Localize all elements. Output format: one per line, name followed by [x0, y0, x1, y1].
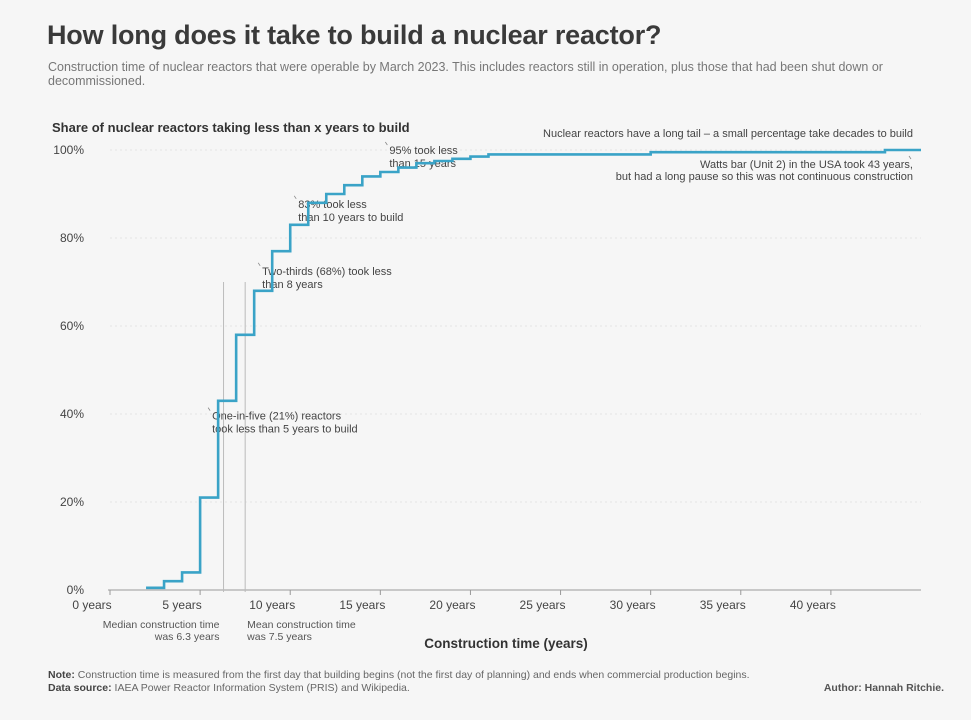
- annotation-a8: than 8 years: [262, 279, 323, 291]
- annotation-a10: than 10 years to build: [298, 212, 403, 224]
- source-label: Data source:: [48, 682, 112, 694]
- y-tick-label: 0%: [67, 583, 85, 597]
- reference-label-mean: Mean construction time: [247, 619, 356, 631]
- y-axis: 0% 20% 40% 60% 80% 100%: [53, 143, 921, 597]
- x-tick-label: 20 years: [429, 598, 475, 612]
- annotation-a15: 95% took less: [389, 145, 458, 157]
- x-axis: 0 years 5 years 10 years 15 years 20 years 25…: [72, 589, 921, 612]
- annotation-a5: One-in-five (21%) reactors: [212, 411, 341, 423]
- y-tick-label: 20%: [60, 495, 84, 509]
- chart-title: How long does it take to build a nuclear…: [47, 20, 662, 50]
- footer-note: Note: Construction time is measured from…: [48, 669, 750, 682]
- x-tick-label: 35 years: [700, 598, 746, 612]
- footer-source: Data source: IAEA Power Reactor Informat…: [48, 682, 750, 695]
- y-tick-label: 80%: [60, 231, 84, 245]
- reference-label-median: Median construction time: [103, 619, 220, 631]
- x-tick-label: 15 years: [339, 598, 385, 612]
- source-text: IAEA Power Reactor Information System (P…: [114, 682, 410, 694]
- y-tick-label: 40%: [60, 407, 84, 421]
- reference-label-median: was 6.3 years: [154, 631, 220, 643]
- annotation-awatts: Watts bar (Unit 2) in the USA took 43 ye…: [700, 159, 913, 171]
- annotation-pointer: [385, 141, 388, 146]
- note-label: Note:: [48, 669, 75, 681]
- annotation-pointer: [293, 195, 297, 200]
- author: Author: Hannah Ritchie.: [823, 682, 944, 694]
- annotation-pointer: [257, 262, 261, 267]
- series-line: [146, 148, 921, 590]
- annotation-pointer: [207, 407, 211, 411]
- chart-subtitle: Construction time of nuclear reactors th…: [48, 60, 883, 88]
- reference-label-mean: was 7.5 years: [246, 631, 312, 643]
- annotation-pointer: [908, 155, 912, 160]
- footer: Note: Construction time is measured from…: [48, 669, 750, 695]
- x-tick-label: 40 years: [790, 598, 836, 612]
- annotation-a5: took less than 5 years to build: [212, 424, 358, 436]
- annotation-a8: Two-thirds (68%) took less: [262, 266, 392, 278]
- y-axis-title: Share of nuclear reactors taking less th…: [52, 120, 410, 135]
- x-tick-label: 10 years: [249, 598, 295, 612]
- annotation-awatts: but had a long pause so this was not con…: [616, 171, 913, 183]
- note-text: Construction time is measured from the f…: [77, 669, 750, 681]
- y-tick-label: 100%: [53, 143, 84, 157]
- x-tick-label: 0 years: [72, 598, 111, 612]
- x-tick-label: 30 years: [610, 598, 656, 612]
- annotation-atail: Nuclear reactors have a long tail – a sm…: [543, 128, 913, 140]
- x-tick-label: 5 years: [162, 598, 201, 612]
- x-tick-label: 25 years: [520, 598, 566, 612]
- y-tick-label: 60%: [60, 319, 84, 333]
- x-axis-title: Construction time (years): [424, 636, 588, 651]
